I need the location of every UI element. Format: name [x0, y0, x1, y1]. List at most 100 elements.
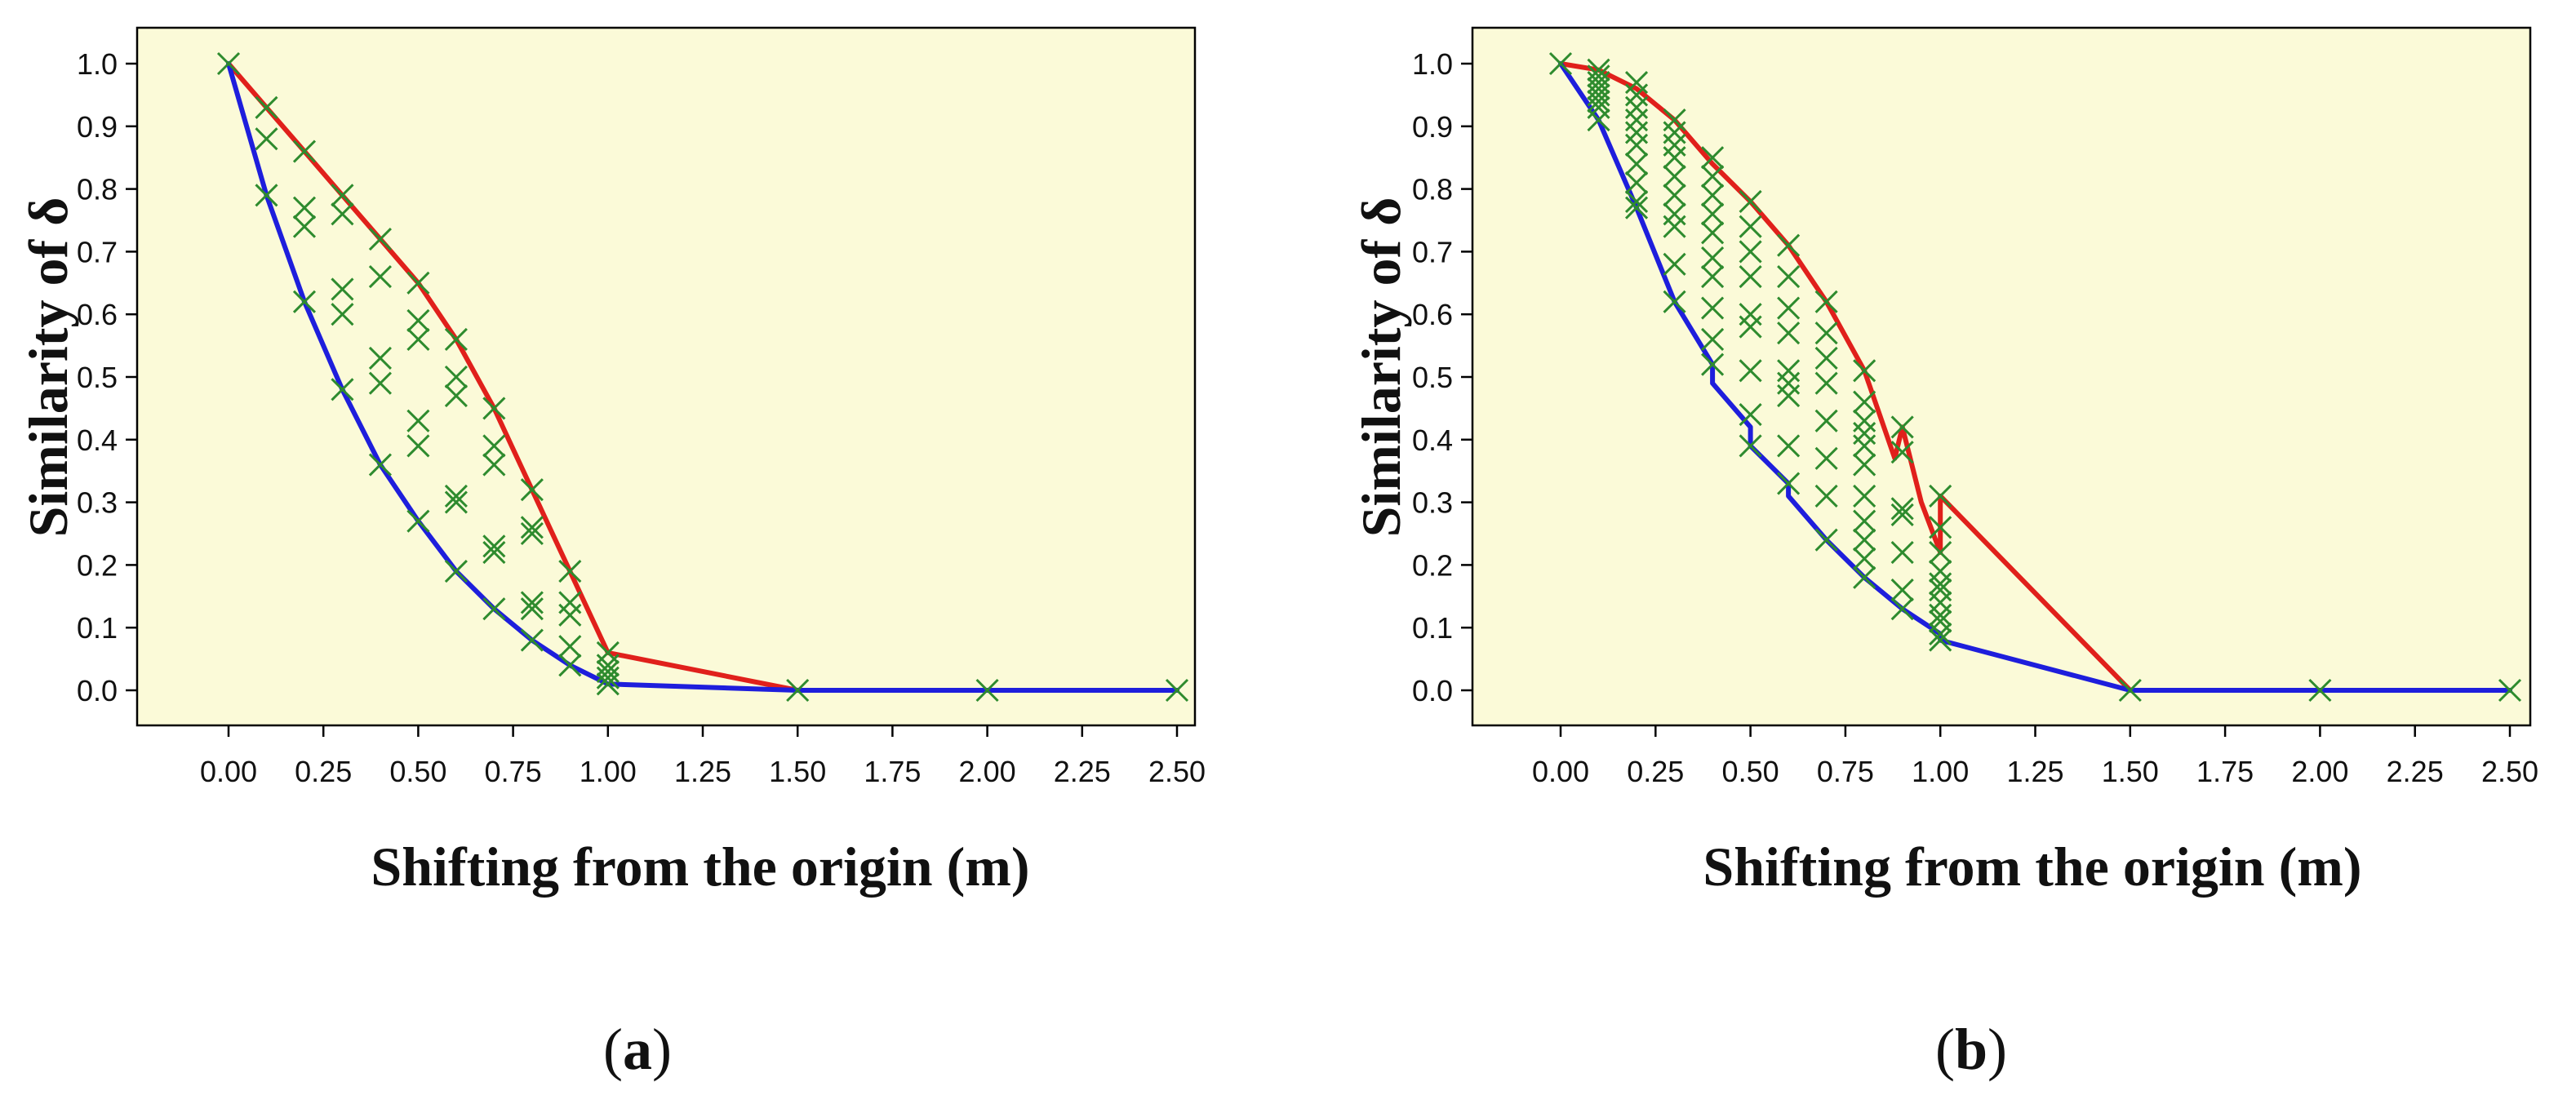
sample-point: [482, 453, 506, 477]
sample-point: [1663, 146, 1686, 170]
sample-point: [368, 371, 392, 395]
sample-point: [1739, 189, 1762, 214]
sample-point: [520, 516, 544, 539]
sample-point: [1739, 315, 1762, 339]
sample-point: [1624, 189, 1649, 214]
y-tick-label: 0.6: [77, 298, 118, 331]
y-tick-label: 0.1: [77, 611, 118, 645]
sample-point: [1777, 434, 1801, 458]
sample-point: [482, 397, 506, 420]
x-tick-label: 1.75: [2196, 755, 2254, 788]
sample-point: [482, 540, 506, 565]
sample-point: [368, 346, 392, 370]
sample-point: [520, 591, 544, 614]
sample-point: [1701, 202, 1725, 226]
sample-point: [406, 327, 430, 351]
sample-point: [444, 327, 468, 351]
sample-point: [331, 303, 354, 326]
sample-point: [1165, 678, 1189, 703]
y-tick-label: 0.7: [77, 235, 118, 268]
y-tick-label: 0.5: [77, 361, 118, 394]
sample-point: [368, 227, 392, 251]
sample-point: [1701, 221, 1725, 245]
x-tick-label: 0.75: [485, 755, 542, 788]
sample-point: [1853, 434, 1876, 458]
y-tick-label: 0.3: [77, 486, 118, 520]
sample-point: [596, 672, 620, 696]
sample-point: [1777, 265, 1801, 289]
sample-point: [482, 597, 506, 621]
sample-point: [558, 654, 582, 677]
y-tick-label: 0.7: [1412, 235, 1453, 268]
sample-point: [1739, 434, 1762, 458]
y-tick-label: 0.1: [1412, 611, 1453, 645]
sample-point: [331, 202, 354, 226]
sample-point: [1624, 171, 1649, 194]
sample-point: [1929, 572, 1952, 596]
sample-point: [1701, 296, 1725, 320]
sample-point: [1663, 165, 1686, 188]
sample-point: [1701, 184, 1725, 207]
sample-point: [1701, 146, 1725, 170]
sample-point: [482, 434, 506, 458]
sample-point: [1777, 321, 1801, 345]
sample-point: [1853, 484, 1876, 508]
sample-point: [1624, 133, 1649, 157]
sample-point: [1890, 579, 1914, 602]
sample-point: [1890, 497, 1914, 521]
sample-point: [1890, 540, 1914, 565]
sample-point: [1701, 165, 1725, 188]
sample-point: [331, 378, 354, 401]
sample-point: [520, 628, 544, 652]
sample-point: [1587, 90, 1610, 113]
sample-point: [558, 635, 582, 658]
sample-point: [406, 434, 430, 458]
sample-point: [292, 140, 317, 163]
sample-point: [1814, 409, 1838, 432]
sample-point: [444, 365, 468, 389]
sample-point: [406, 409, 430, 432]
sample-point: [975, 678, 999, 703]
sample-point: [2118, 678, 2142, 703]
sample-point: [444, 384, 468, 408]
sample-point: [1663, 215, 1686, 238]
x-axis-title: Shifting from the origin (m): [371, 836, 1029, 898]
sample-point: [1929, 622, 1952, 645]
lower-bound-line: [226, 61, 1179, 693]
sample-point: [1814, 528, 1838, 552]
sample-point: [1777, 472, 1801, 495]
sample-point: [1853, 390, 1876, 414]
sample-point: [1663, 290, 1686, 313]
x-tick-label: 1.00: [580, 755, 637, 788]
x-tick-label: 0.00: [1532, 755, 1589, 788]
lower-bound-line: [1558, 61, 2512, 693]
sample-point: [1814, 346, 1838, 370]
sample-point: [1814, 371, 1838, 395]
sample-point: [1853, 453, 1876, 477]
panel-label: (b): [1935, 1017, 2007, 1082]
y-tick-label: 0.4: [1412, 423, 1453, 457]
y-tick-label: 0.5: [1412, 361, 1453, 394]
sample-point: [331, 184, 354, 207]
sample-point: [1929, 516, 1952, 539]
x-tick-label: 1.50: [769, 755, 826, 788]
sample-point: [216, 51, 241, 76]
y-axis-title: Similarity of δ: [17, 197, 79, 538]
y-tick-label: 0.6: [1412, 298, 1453, 331]
y-tick-label: 0.0: [77, 674, 118, 707]
sample-point: [1890, 597, 1914, 621]
sample-point: [406, 308, 430, 332]
x-tick-label: 1.25: [674, 755, 731, 788]
sample-point: [520, 597, 544, 621]
sample-point: [520, 478, 544, 502]
sample-point: [1929, 540, 1952, 565]
y-tick-label: 0.3: [1412, 486, 1453, 520]
sample-point: [596, 666, 620, 689]
sample-point: [1739, 240, 1762, 264]
sample-point: [444, 484, 468, 508]
sample-point: [406, 271, 430, 295]
sample-point: [1929, 484, 1952, 508]
sample-point: [1777, 384, 1801, 408]
sample-point: [1814, 446, 1838, 470]
